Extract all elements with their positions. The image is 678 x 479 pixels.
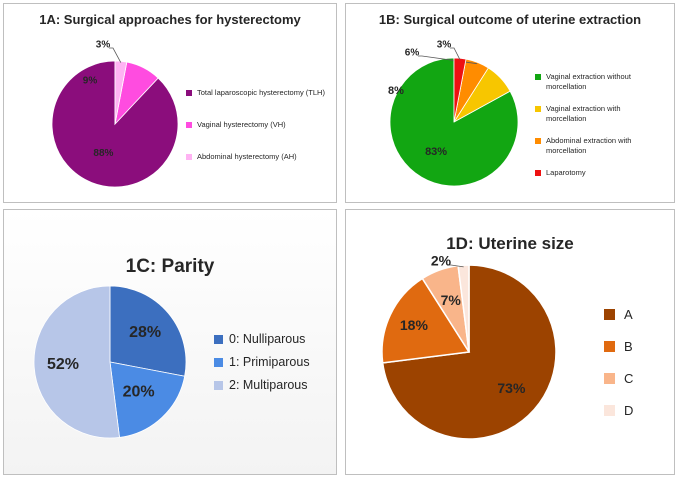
pie-chart: 73% 18% 7% 2% [381,253,557,440]
chart-panel-1c: 1C: Parity 28% 20% 52% 0: Nulliparous 1: Pr… [3,209,337,475]
pie-slice [389,57,519,187]
pie-slice [114,60,128,125]
legend-swatch [535,138,541,144]
legend-swatch [214,358,223,367]
legend-swatch [186,90,192,96]
data-label: 83% [425,146,447,158]
data-label: 2% [431,253,452,269]
data-label: 7% [441,292,462,308]
legend-label: Abdominal hysterectomy (AH) [197,152,297,161]
chart-panel-1a: 1A: Surgical approaches for hysterectomy… [3,3,337,203]
legend-label: Laparotomy [546,168,586,177]
legend-label: Vaginal hysterectomy (VH) [197,120,286,129]
legend-label: Total laparoscopic hysterectomy (TLH) [197,88,325,97]
data-label: 6% [405,48,420,59]
pie-slice [33,285,120,439]
legend-swatch [604,341,615,352]
legend-label: B [624,339,633,354]
chart-panel-1d: 1D: Uterine size 73% 18% 7% 2% A B C D [345,209,675,475]
pie-chart: 83% 8% 6% 3% [388,40,519,187]
leader-line [447,264,464,268]
chart-title: 1D: Uterine size [446,234,574,253]
data-label: 88% [93,148,113,159]
data-label: 3% [437,40,452,51]
legend-label: A [624,307,633,322]
pie-slice [109,361,186,438]
legend-swatch [604,309,615,320]
legend-label: D [624,403,634,418]
data-label: 8% [388,85,404,97]
data-label: 20% [123,384,155,401]
chart-panel-1b: 1B: Surgical outcome of uterine extracti… [345,3,675,203]
data-label: 52% [47,356,79,373]
legend-swatch [604,373,615,384]
data-label: 18% [400,317,429,333]
chart-title: 1B: Surgical outcome of uterine extracti… [378,12,642,27]
leader-line [450,47,461,60]
legend-label: Abdominal extraction with morcellation [546,136,632,155]
data-label: 73% [497,380,526,396]
leader-line [109,47,122,63]
chart-title: 1A: Surgical approaches for hysterectomy [39,12,301,27]
legend-swatch [214,335,223,344]
chart-title: 1C: Parity [125,256,215,277]
legend-label: 0: Nulliparous [229,332,306,346]
legend-swatch [214,381,223,390]
data-label: 9% [83,76,98,87]
legend-label: Vaginal extraction with morcellation [546,104,621,123]
legend-swatch [186,154,192,160]
legend-label: Vaginal extraction without morcellation [546,72,631,91]
pie-slice [453,57,467,123]
legend-swatch [535,106,541,112]
data-label: 3% [96,40,111,51]
legend-swatch [604,405,615,416]
legend-swatch [535,74,541,80]
data-label: 28% [129,324,161,341]
legend-label: 1: Primiparous [229,355,310,369]
pie-chart: 28% 20% 52% [33,285,187,439]
pie-slice [109,285,187,377]
legend-swatch [535,170,541,176]
pie-slice [381,277,471,364]
legend-label: 2: Multiparous [229,378,308,392]
legend-swatch [186,122,192,128]
legend-label: C [624,371,634,386]
pie-chart: 88% 9% 3% [51,40,179,188]
